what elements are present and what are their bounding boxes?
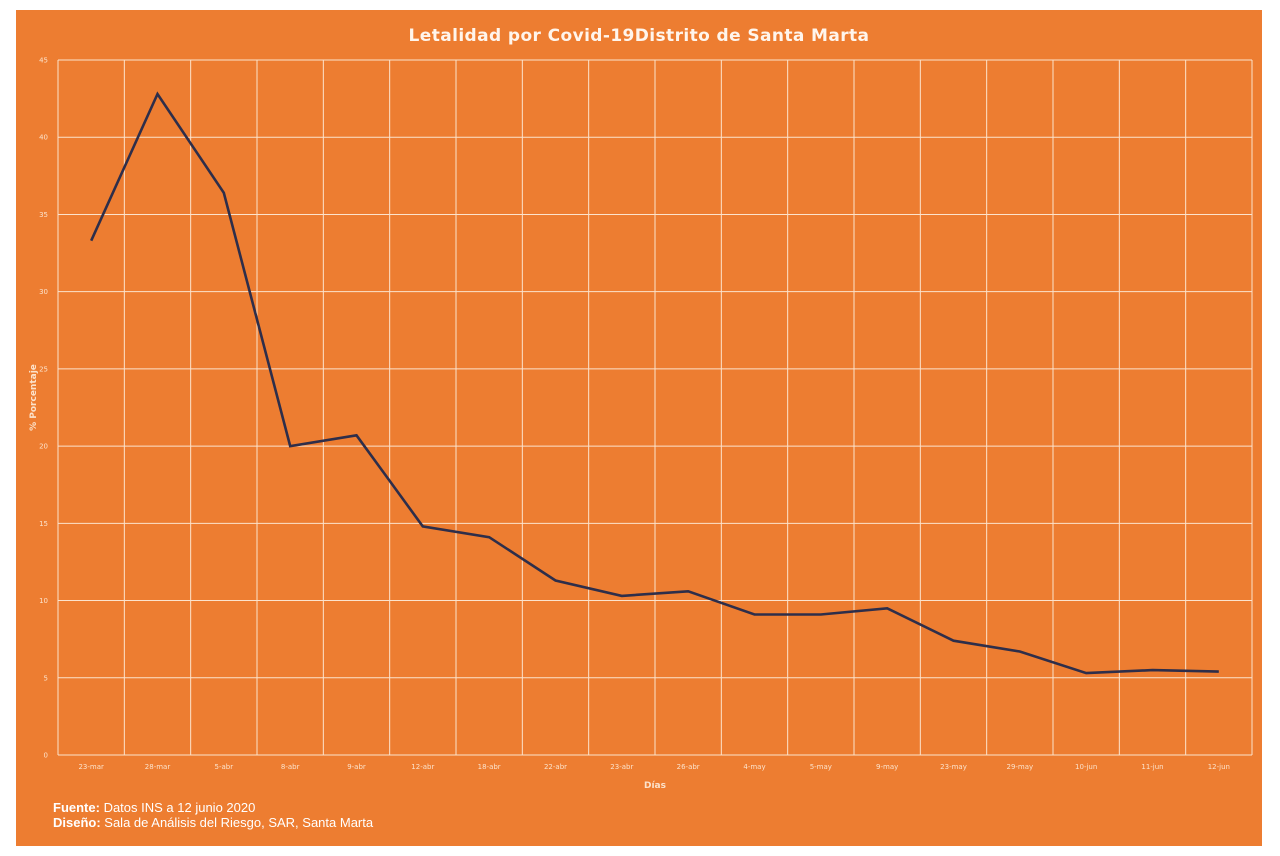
credits: Fuente: Datos INS a 12 junio 2020 Diseño… <box>53 800 373 830</box>
source-text: Datos INS a 12 junio 2020 <box>99 800 256 815</box>
design-text: Sala de Análisis del Riesgo, SAR, Santa … <box>100 815 374 830</box>
x-tick-label: 12-abr <box>411 763 434 771</box>
x-tick-label: 18-abr <box>478 763 501 771</box>
x-tick-label: 4-may <box>743 763 765 771</box>
x-tick-label: 12-jun <box>1208 763 1230 771</box>
line-chart: 0 5 10 15 20 25 30 35 40 45 23-mar 28-mar 5-abr 8-ab… <box>29 57 1253 791</box>
y-axis-ticks: 0 5 10 15 20 25 30 35 40 45 <box>39 57 48 760</box>
x-tick-label: 10-jun <box>1075 763 1097 771</box>
x-tick-label: 11-jun <box>1141 763 1163 771</box>
x-tick-label: 23-abr <box>610 763 633 771</box>
y-tick-label: 45 <box>39 57 48 65</box>
series-line <box>90 91 1219 675</box>
x-tick-label: 29-may <box>1006 763 1033 771</box>
vertical-gridlines <box>57 60 1253 755</box>
y-axis-label: % Porcentaje <box>29 364 39 431</box>
x-tick-label: 8-abr <box>281 763 300 771</box>
chart-title: Letalidad por Covid-19Distrito de Santa … <box>408 26 870 46</box>
x-axis-label: Días <box>644 781 666 791</box>
design-label: Diseño: <box>53 815 101 830</box>
x-tick-label: 9-abr <box>347 763 366 771</box>
y-tick-label: 10 <box>39 597 48 605</box>
source-label: Fuente: <box>53 800 100 815</box>
y-tick-label: 40 <box>39 134 48 142</box>
y-tick-label: 5 <box>44 674 48 682</box>
x-tick-label: 23-mar <box>78 763 104 771</box>
y-tick-label: 15 <box>39 520 48 528</box>
chart-panel: Letalidad por Covid-19Distrito de Santa … <box>16 10 1262 846</box>
x-tick-label: 22-abr <box>544 763 567 771</box>
source-line: Fuente: Datos INS a 12 junio 2020 <box>53 800 373 815</box>
y-tick-label: 25 <box>39 365 48 373</box>
y-tick-label: 20 <box>39 443 48 451</box>
x-tick-label: 28-mar <box>145 763 171 771</box>
design-line: Diseño: Sala de Análisis del Riesgo, SAR… <box>53 815 373 830</box>
series-group <box>90 91 1219 675</box>
x-tick-label: 9-may <box>876 763 898 771</box>
x-tick-label: 5-may <box>810 763 832 771</box>
x-tick-label: 5-abr <box>215 763 234 771</box>
x-axis-ticks: 23-mar 28-mar 5-abr 8-abr 9-abr 12-abr 18-abr 2… <box>78 763 1230 771</box>
horizontal-gridlines <box>58 59 1252 756</box>
y-tick-label: 30 <box>39 288 48 296</box>
x-tick-label: 23-may <box>940 763 967 771</box>
y-tick-label: 35 <box>39 211 48 219</box>
x-tick-label: 26-abr <box>677 763 700 771</box>
y-tick-label: 0 <box>44 752 48 760</box>
